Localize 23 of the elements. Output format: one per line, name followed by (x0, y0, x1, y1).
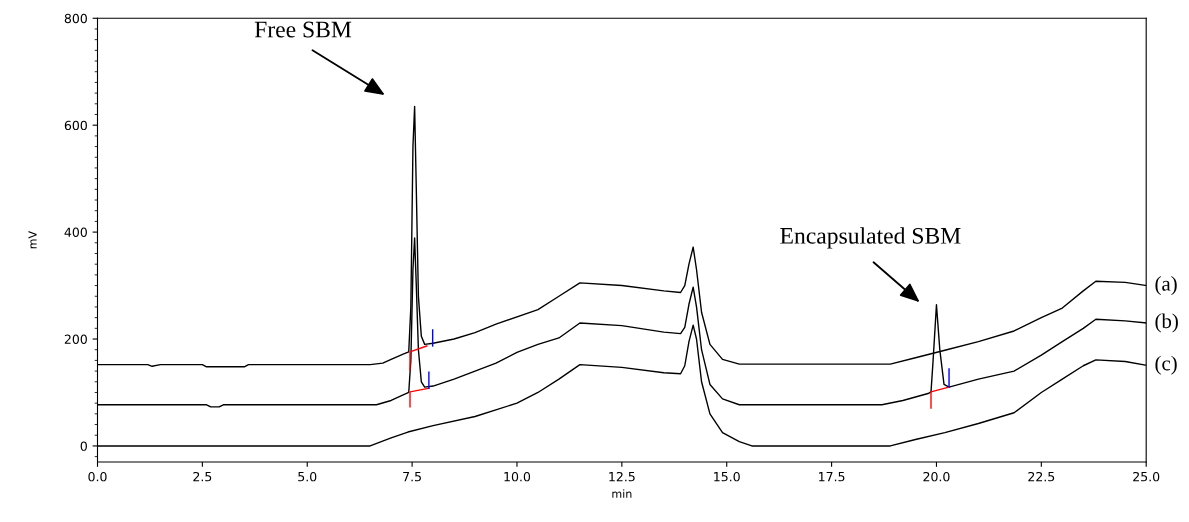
x-tick-label: 12.5 (609, 471, 635, 482)
x-tick-label: 2.5 (193, 471, 212, 482)
series-label: (b) (1155, 313, 1178, 333)
y-tick-label: 400 (64, 227, 87, 238)
y-tick-label: 800 (64, 13, 87, 24)
x-axis-title: min (612, 489, 632, 498)
y-tick-label: 600 (64, 120, 87, 131)
y-tick-label: 0 (80, 441, 87, 451)
annotation: Encapsulated SBM (780, 227, 961, 249)
y-axis-title: mV (28, 231, 37, 249)
x-tick-label: 25.0 (1133, 471, 1160, 482)
x-tick-label: 7.5 (403, 472, 421, 482)
x-tick-label: 10.0 (504, 471, 531, 482)
x-tick-label: 5.0 (298, 471, 317, 482)
y-tick-label: 200 (64, 334, 87, 344)
x-tick-label: 0.0 (88, 471, 107, 482)
x-tick-label: 15.0 (714, 471, 740, 482)
series-label: (c) (1155, 355, 1177, 375)
x-tick-label: 20.0 (923, 471, 950, 482)
x-tick-label: 17.5 (819, 472, 845, 482)
annotation: Free SBM (254, 21, 352, 38)
x-tick-label: 22.5 (1028, 471, 1055, 482)
series-label: (a) (1155, 276, 1177, 296)
